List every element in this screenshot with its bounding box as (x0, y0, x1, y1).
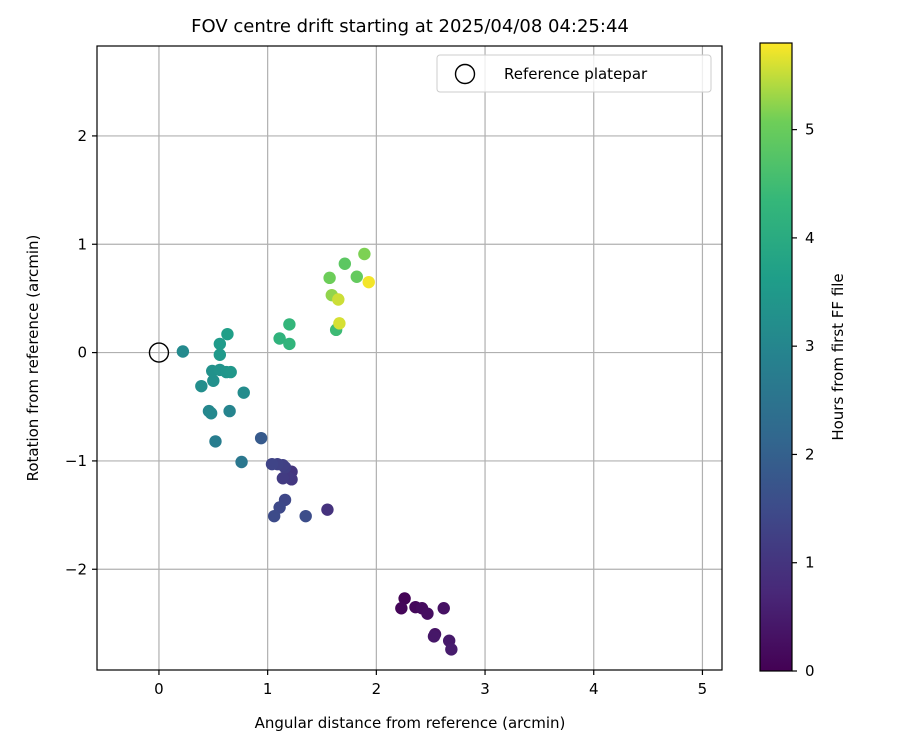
data-point (221, 327, 234, 341)
plot-frame (96, 45, 723, 671)
x-tick-label: 5 (698, 680, 708, 698)
data-point (395, 602, 408, 615)
data-point (276, 472, 290, 485)
data-point (437, 602, 450, 615)
data-point (195, 379, 208, 393)
data-point (254, 431, 268, 445)
y-tick-label: −1 (65, 452, 87, 470)
x-tick-label: 3 (480, 680, 490, 698)
data-point (321, 503, 334, 516)
data-point (223, 404, 236, 418)
data-point (209, 435, 222, 448)
data-point (213, 348, 227, 361)
x-tick-label: 4 (589, 680, 599, 698)
data-point (267, 509, 281, 523)
legend-box (436, 54, 712, 93)
x-ticks: 0 1 2 3 4 5 (154, 670, 707, 698)
data-point (235, 455, 248, 469)
reference-platepar-marker (148, 342, 170, 363)
data-point (273, 332, 286, 345)
data-point (213, 337, 227, 351)
colorbar-tick-label: 4 (805, 229, 815, 247)
data-points (176, 247, 458, 656)
data-point (237, 386, 250, 399)
colorbar-tick-label: 1 (805, 554, 815, 572)
y-tick-label: −2 (65, 560, 87, 578)
data-point (358, 247, 371, 261)
data-point (204, 407, 218, 420)
colorbar-tick-label: 3 (805, 337, 815, 355)
x-tick-label: 1 (263, 680, 273, 698)
colorbar-gradient (759, 42, 793, 672)
data-point (283, 337, 296, 351)
data-point (299, 509, 312, 523)
data-point (350, 270, 363, 283)
data-point (283, 318, 296, 331)
chart-title: FOV centre drift starting at 2025/04/08 … (191, 16, 629, 37)
colorbar: 0 1 2 3 4 5 Hours from first FF file (759, 42, 847, 680)
data-point (332, 293, 345, 306)
x-tick-label: 0 (154, 680, 164, 698)
data-point (445, 643, 458, 656)
y-axis-label: Rotation from reference (arcmin) (24, 235, 42, 482)
y-tick-label: 2 (77, 127, 87, 145)
colorbar-tick-label: 5 (805, 121, 815, 139)
data-point (362, 275, 375, 289)
grid-lines (97, 46, 722, 670)
legend-marker-open-circle (454, 63, 476, 85)
y-ticks: −2 −1 0 1 2 (65, 127, 97, 578)
reference-marker (148, 342, 170, 363)
x-tick-label: 2 (372, 680, 382, 698)
y-tick-label: 0 (77, 344, 87, 362)
data-point (398, 592, 411, 605)
data-point (338, 257, 352, 270)
colorbar-ticks: 0 1 2 3 4 5 (792, 121, 815, 680)
data-point (427, 630, 441, 643)
data-point (323, 271, 336, 285)
colorbar-label: Hours from first FF file (829, 273, 847, 440)
data-point (176, 345, 190, 358)
data-point (333, 317, 346, 330)
colorbar-tick-label: 2 (805, 445, 815, 463)
x-axis-label: Angular distance from reference (arcmin) (255, 714, 566, 732)
data-point (265, 457, 279, 471)
legend-entry-label: Reference platepar (504, 65, 648, 83)
data-point (421, 607, 434, 620)
y-tick-label: 1 (77, 235, 87, 253)
legend: Reference platepar (436, 54, 712, 93)
data-point (207, 374, 220, 387)
colorbar-tick-label: 0 (805, 662, 815, 680)
data-point (224, 365, 237, 379)
